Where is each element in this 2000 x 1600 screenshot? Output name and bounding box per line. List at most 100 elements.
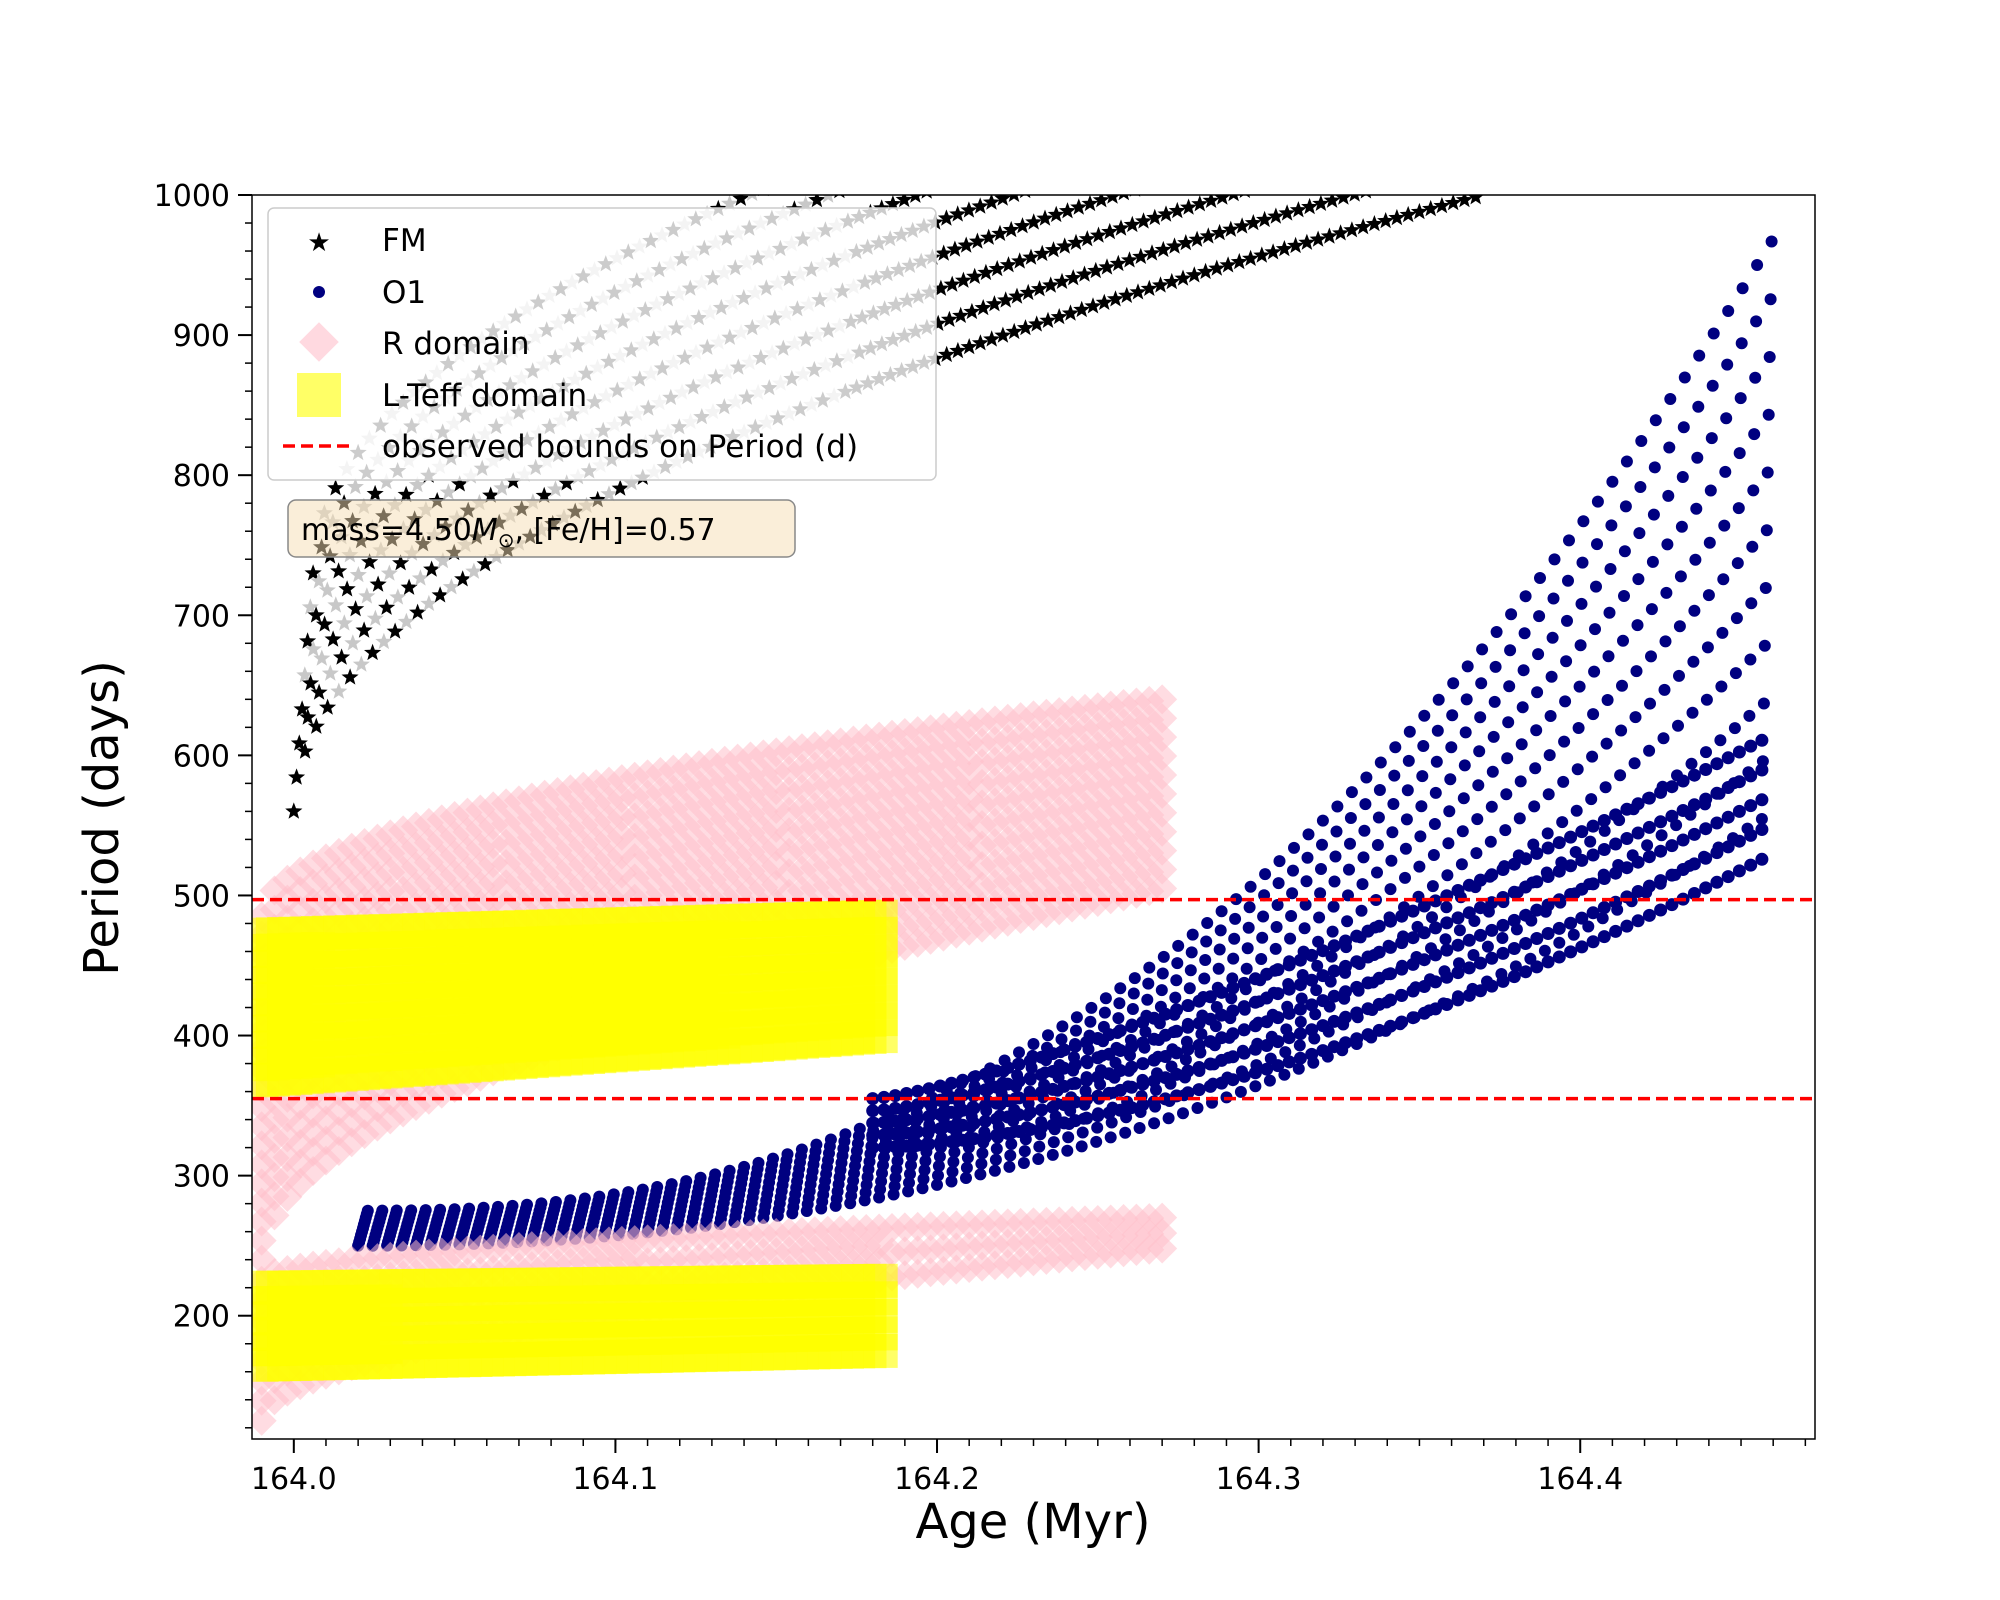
legend-fm-marker: ★	[307, 228, 330, 258]
o1-point	[1720, 412, 1733, 425]
o1-point	[1270, 921, 1283, 933]
o1-point	[1243, 901, 1256, 914]
fm-point	[344, 634, 362, 651]
o1-point	[1339, 1036, 1352, 1050]
o1-point	[945, 1105, 958, 1119]
o1-point	[1732, 745, 1746, 759]
annotation-metallicity: , [Fe/H]=0.57	[514, 513, 715, 548]
o1-point	[1660, 586, 1673, 599]
fm-point	[941, 174, 958, 190]
o1-point	[1185, 946, 1198, 959]
o1-point	[1706, 379, 1719, 392]
o1-point	[1305, 973, 1319, 987]
o1-point	[752, 1156, 765, 1169]
fm-point	[1011, 115, 1028, 131]
fm-point	[1377, 212, 1395, 229]
fm-point	[1304, 23, 1321, 39]
fm-point	[1411, 62, 1428, 78]
fm-point	[1289, 201, 1307, 218]
o1-point	[1710, 757, 1724, 771]
o1-point	[1620, 832, 1634, 845]
o1-point	[1541, 827, 1554, 840]
y-tick-label: 800	[173, 459, 230, 494]
o1-point	[1035, 1050, 1048, 1064]
o1-point	[1331, 800, 1344, 813]
o1-point	[1732, 864, 1746, 878]
o1-point	[866, 1141, 880, 1155]
fm-point	[980, 92, 997, 108]
o1-point	[1663, 441, 1676, 454]
o1-point	[1200, 935, 1213, 948]
o1-point	[974, 1168, 987, 1181]
o1-point	[1700, 746, 1712, 759]
o1-point	[1721, 840, 1735, 854]
o1-point	[1361, 950, 1375, 964]
mass-metallicity-annotation: mass=4.50M⊙, [Fe/H]=0.57	[287, 499, 796, 558]
fm-point	[589, 490, 607, 508]
fm-point	[1118, 195, 1130, 201]
fm-point	[937, 209, 955, 226]
o1-point	[1662, 489, 1675, 502]
fm-point	[1231, 114, 1248, 130]
fm-point	[1200, 89, 1217, 105]
o1-point	[900, 1126, 913, 1140]
o1-point	[1699, 822, 1713, 836]
fm-point	[1016, 319, 1034, 336]
o1-point	[1654, 903, 1668, 917]
o1-point	[767, 1152, 779, 1165]
fm-point	[1076, 128, 1093, 144]
o1-point	[578, 1192, 591, 1205]
o1-point	[916, 1182, 929, 1195]
l-teff-domain-point	[863, 1263, 898, 1298]
o1-point	[1413, 860, 1426, 873]
o1-point	[1426, 880, 1439, 893]
fm-point	[327, 479, 345, 496]
o1-point	[956, 1103, 970, 1117]
o1-point	[1192, 1038, 1206, 1052]
fm-point	[1287, 236, 1305, 254]
o1-point	[1642, 791, 1656, 805]
o1-point	[1301, 851, 1314, 864]
fm-point	[1073, 300, 1091, 318]
o1-point	[978, 1130, 992, 1144]
o1-point	[1631, 914, 1645, 928]
fm-point	[845, 143, 862, 159]
fm-point	[1422, 59, 1439, 75]
fm-point	[431, 586, 449, 603]
o1-point	[1677, 421, 1690, 434]
o1-point	[1552, 921, 1566, 935]
fm-point	[1399, 65, 1416, 81]
o1-point	[1440, 901, 1453, 914]
o1-point	[1327, 964, 1341, 978]
o1-point	[1528, 800, 1541, 813]
o1-point	[1313, 911, 1326, 924]
o1-point	[1035, 1120, 1048, 1134]
o1-point	[1757, 697, 1770, 710]
o1-point	[1688, 604, 1701, 617]
legend-entry-r-domain: R domain	[299, 322, 530, 362]
o1-point	[918, 1164, 931, 1177]
o1-point	[1701, 641, 1714, 654]
o1-point	[1035, 1085, 1048, 1099]
o1-point	[1577, 515, 1590, 528]
o1-point	[1400, 813, 1413, 826]
fm-point	[988, 123, 1005, 139]
fm-point	[1022, 111, 1039, 127]
o1-point	[1158, 1092, 1172, 1106]
o1-point	[1429, 921, 1442, 935]
fm-point	[302, 674, 320, 691]
o1-point	[1032, 1153, 1045, 1165]
fm-point	[971, 334, 989, 351]
o1-point	[1269, 942, 1282, 955]
fm-point	[1096, 156, 1113, 172]
o1-point	[1237, 1000, 1251, 1014]
fm-point	[1363, 111, 1380, 127]
o1-point	[1125, 1040, 1139, 1054]
fm-point	[1129, 145, 1146, 161]
o1-point	[1091, 1051, 1105, 1065]
o1-point	[956, 1118, 970, 1132]
o1-point	[1316, 1044, 1330, 1058]
o1-point	[1282, 982, 1296, 996]
o1-point	[1260, 1039, 1274, 1052]
o1-point	[1586, 935, 1600, 949]
